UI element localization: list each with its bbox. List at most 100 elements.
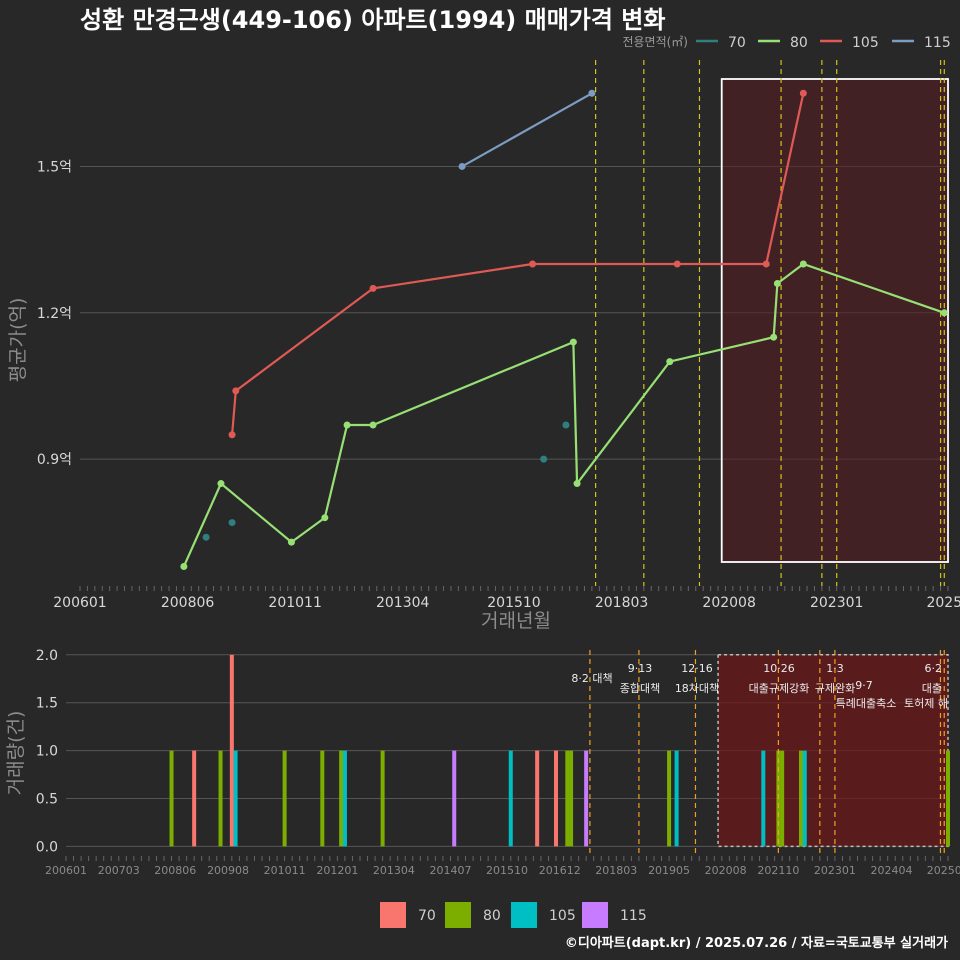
volume-bar-80 xyxy=(320,750,325,847)
bottom-x-tick-label: 201905 xyxy=(648,864,690,877)
volume-bar-80 xyxy=(569,750,574,847)
volume-bar-80 xyxy=(218,750,223,847)
data-point-80 xyxy=(666,358,674,366)
volume-chart: 0.0 0.5 1.0 1.5 2.0 8·2 대책 9·13 종합대책 12·16 18차대책 1… xyxy=(36,648,960,877)
policy-annotation: 규제완화 xyxy=(815,682,855,695)
policy-annotation: 8·2 대책 xyxy=(571,672,612,685)
bottom-legend-label-70: 70 xyxy=(418,908,436,924)
data-point-80 xyxy=(573,480,581,488)
bottom-legend-swatch-105 xyxy=(511,902,537,928)
data-point-70 xyxy=(562,421,570,429)
chart-title: 성환 만경근생(449-106) 아파트(1994) 매매가격 변화 xyxy=(80,6,665,34)
policy-annotation: 6·2 xyxy=(925,662,943,675)
policy-annotation: 18차대책 xyxy=(675,682,719,695)
bottom-x-tick-label: 20250 xyxy=(927,864,960,877)
bottom-y-tick-label: 0.0 xyxy=(36,839,58,855)
data-point-70 xyxy=(202,533,210,541)
data-point-105 xyxy=(228,431,236,439)
bottom-legend-label-105: 105 xyxy=(549,908,576,924)
bottom-legend: 70 80 105 115 xyxy=(380,902,647,928)
data-point-105 xyxy=(369,284,377,292)
bottom-x-tick-label: 200703 xyxy=(98,864,140,877)
bottom-x-tick-label: 202008 xyxy=(705,864,747,877)
policy-annotation: 특례대출축소 xyxy=(836,697,897,710)
volume-bar-105 xyxy=(508,750,513,847)
bottom-legend-swatch-70 xyxy=(380,902,406,928)
top-y-tick-label: 1.5억 xyxy=(37,159,72,175)
volume-bar-105 xyxy=(674,750,679,847)
legend-title: 전용면적(㎡) xyxy=(622,35,688,49)
top-x-tick-label: 201304 xyxy=(376,595,430,611)
top-x-tick-label: 202008 xyxy=(702,595,755,611)
data-point-70 xyxy=(228,519,236,527)
data-point-80 xyxy=(770,333,778,341)
bottom-y-tick-label: 0.5 xyxy=(36,792,58,808)
bottom-x-tick-label: 201612 xyxy=(539,864,581,877)
top-x-tick-label: 202301 xyxy=(810,595,863,611)
bottom-legend-swatch-80 xyxy=(445,902,471,928)
volume-bar-70 xyxy=(229,654,234,847)
bottom-x-tick-label: 200806 xyxy=(154,864,196,877)
data-point-105 xyxy=(762,260,770,268)
bottom-x-tick-label: 202404 xyxy=(870,864,912,877)
top-x-tick-label: 201510 xyxy=(487,595,540,611)
top-y-tick-label: 0.9억 xyxy=(37,452,72,468)
top-x-tick-label: 201011 xyxy=(268,595,321,611)
bottom-x-tick-label: 200908 xyxy=(207,864,249,877)
data-point-80 xyxy=(940,309,948,317)
bottom-highlight-region xyxy=(717,654,949,848)
policy-annotation: 9·7 xyxy=(855,679,873,692)
bottom-x-tick-label: 201011 xyxy=(264,864,306,877)
data-point-80 xyxy=(773,280,781,288)
source-caption: ©디아파트(dapt.kr) / 2025.07.26 / 자료=국토교통부 실… xyxy=(565,935,948,951)
top-x-tick-label: 200601 xyxy=(53,595,106,611)
volume-bar-105 xyxy=(342,750,347,847)
policy-annotation: 9·13 xyxy=(628,662,653,675)
data-point-115 xyxy=(588,89,596,97)
legend-label-115: 115 xyxy=(924,35,951,51)
bottom-x-tick-label: 202110 xyxy=(757,864,799,877)
volume-bar-70 xyxy=(554,750,558,847)
volume-bar-80 xyxy=(667,750,672,847)
bottom-x-tick-label: 201304 xyxy=(373,864,415,877)
policy-annotation: 토허제 해 xyxy=(904,696,948,710)
volume-bar-80 xyxy=(339,750,344,847)
policy-annotation: 종합대책 xyxy=(620,682,660,695)
volume-bar-115 xyxy=(584,750,589,847)
volume-bar-70 xyxy=(535,750,540,847)
highlight-region xyxy=(720,78,949,563)
bottom-x-tick-label: 201201 xyxy=(316,864,358,877)
volume-bar-80 xyxy=(799,750,803,847)
bottom-y-axis-title: 거래량(건) xyxy=(5,711,27,796)
data-point-80 xyxy=(369,421,377,429)
volume-bar-80 xyxy=(780,750,785,847)
volume-bar-105 xyxy=(802,750,807,847)
data-point-80 xyxy=(569,338,577,346)
volume-bar-80 xyxy=(380,750,385,847)
data-point-115 xyxy=(458,162,466,170)
bottom-y-tick-label: 1.0 xyxy=(36,744,58,760)
volume-bar-70 xyxy=(192,750,197,847)
series-line-115 xyxy=(461,92,593,168)
bottom-x-tick-label: 200601 xyxy=(45,864,87,877)
bottom-legend-swatch-115 xyxy=(582,902,608,928)
data-point-80 xyxy=(287,538,295,546)
data-point-80 xyxy=(799,260,807,268)
bottom-x-tick-label: 201803 xyxy=(595,864,637,877)
data-point-105 xyxy=(673,260,681,268)
policy-annotation: 1·3 xyxy=(826,662,844,675)
volume-bar-105 xyxy=(761,750,766,847)
top-x-tick-label: 200806 xyxy=(161,595,215,611)
bottom-x-tick-label: 201510 xyxy=(486,864,528,877)
top-legend: 전용면적(㎡) 70 80 105 115 xyxy=(622,35,950,51)
data-point-80 xyxy=(343,421,351,429)
bottom-x-tick-label: 201407 xyxy=(429,864,471,877)
top-x-tick-label: 2025 xyxy=(926,595,960,611)
legend-label-105: 105 xyxy=(852,35,879,51)
bottom-legend-label-115: 115 xyxy=(620,908,647,924)
volume-bar-80 xyxy=(169,750,174,847)
policy-annotation: 대출 xyxy=(922,682,942,695)
top-y-tick-label: 1.2억 xyxy=(37,306,72,322)
data-point-105 xyxy=(232,387,240,395)
